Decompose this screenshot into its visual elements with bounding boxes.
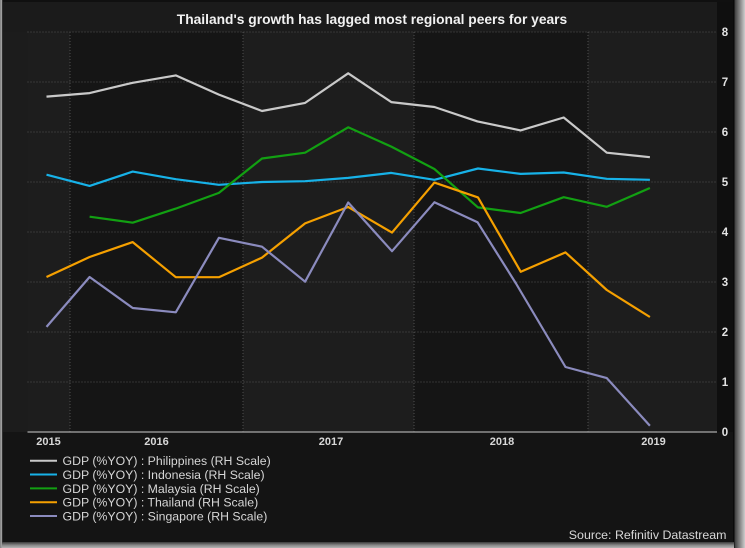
- svg-text:0: 0: [722, 427, 728, 439]
- svg-text:2016: 2016: [144, 436, 168, 448]
- svg-text:2: 2: [722, 327, 728, 339]
- svg-text:Source: Refinitiv Datastream: Source: Refinitiv Datastream: [569, 528, 727, 542]
- svg-text:2018: 2018: [490, 436, 514, 448]
- svg-text:1: 1: [722, 377, 729, 389]
- svg-text:Thailand's growth has lagged m: Thailand's growth has lagged most region…: [177, 12, 568, 27]
- svg-text:2017: 2017: [319, 436, 343, 448]
- svg-text:2015: 2015: [36, 436, 60, 448]
- svg-text:3: 3: [722, 277, 728, 289]
- svg-text:5: 5: [722, 177, 729, 189]
- svg-text:GDP (%YOY) : Singapore (RH Sca: GDP (%YOY) : Singapore (RH Scale): [63, 509, 268, 523]
- svg-text:2019: 2019: [641, 436, 665, 448]
- svg-text:4: 4: [722, 227, 729, 239]
- svg-text:8: 8: [722, 27, 729, 39]
- svg-text:GDP (%YOY) : Philippines (RH S: GDP (%YOY) : Philippines (RH Scale): [63, 454, 271, 468]
- svg-text:GDP (%YOY) : Malaysia (RH Scal: GDP (%YOY) : Malaysia (RH Scale): [63, 482, 260, 496]
- svg-text:6: 6: [722, 127, 728, 139]
- svg-text:GDP (%YOY) : Thailand (RH Scal: GDP (%YOY) : Thailand (RH Scale): [63, 496, 259, 510]
- svg-text:GDP (%YOY) : Indonesia (RH Sca: GDP (%YOY) : Indonesia (RH Scale): [63, 468, 265, 482]
- svg-text:7: 7: [722, 77, 728, 89]
